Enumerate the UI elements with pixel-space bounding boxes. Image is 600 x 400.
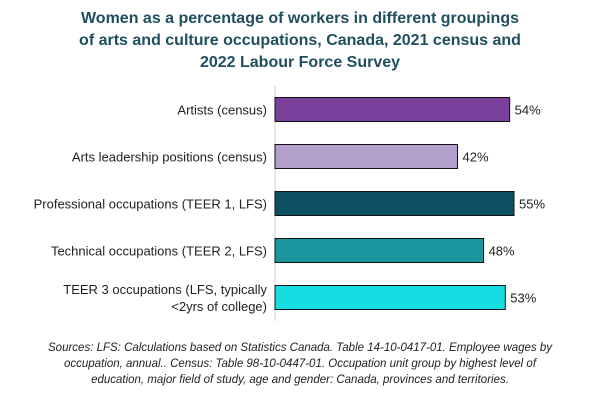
category-label-5-line-2: <2yrs of college) — [171, 299, 267, 314]
chart-title-line-2: of arts and culture occupations, Canada,… — [79, 32, 521, 49]
bar-1 — [274, 97, 511, 122]
category-label-1-line-1: Artists (census) — [177, 103, 267, 118]
data-label-2: 42% — [463, 150, 489, 165]
data-label-5: 53% — [510, 291, 536, 306]
bar-chart: 54% Artists (census) 42% Arts leadership po… — [34, 86, 545, 321]
category-label-2: Arts leadership positions (census) — [72, 150, 267, 165]
data-label-3: 55% — [519, 197, 545, 212]
data-label-4: 48% — [489, 244, 515, 259]
source-note: Sources: LFS: Calculations based on Stat… — [48, 342, 552, 386]
bar-4 — [274, 238, 485, 263]
chart-title: Women as a percentage of workers in diff… — [40, 8, 560, 74]
bar-5 — [274, 285, 506, 310]
category-label-3: Professional occupations (TEER 1, LFS) — [34, 197, 267, 212]
category-label-3-line-1: Professional occupations (TEER 1, LFS) — [34, 197, 267, 212]
bar-3 — [274, 191, 515, 216]
data-label-1: 54% — [515, 103, 541, 118]
category-label-4-line-1: Technical occupations (TEER 2, LFS) — [51, 244, 267, 259]
category-label-1: Artists (census) — [177, 103, 267, 118]
category-label-2-line-1: Arts leadership positions (census) — [72, 150, 267, 165]
category-label-4: Technical occupations (TEER 2, LFS) — [51, 244, 267, 259]
category-label-5: TEER 3 occupations (LFS, typically <2yrs … — [63, 282, 267, 314]
chart-title-line-3: 2022 Labour Force Survey — [199, 54, 401, 71]
category-label-5-line-1: TEER 3 occupations (LFS, typically — [63, 282, 267, 297]
bar-2 — [274, 144, 459, 169]
chart-title-line-1: Women as a percentage of workers in diff… — [80, 10, 519, 27]
